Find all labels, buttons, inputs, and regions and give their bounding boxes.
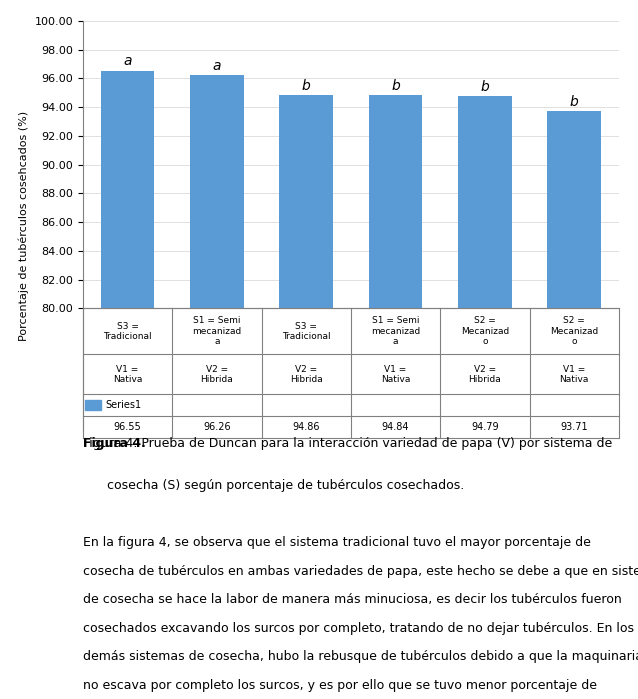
Text: b: b <box>302 79 311 93</box>
Text: cosecha de tubérculos en ambas variedades de papa, este hecho se debe a que en s: cosecha de tubérculos en ambas variedade… <box>83 565 638 577</box>
Text: S3 =
Tradicional: S3 = Tradicional <box>282 322 330 341</box>
Y-axis label: Porcentaje de tubérculos cosehcados (%): Porcentaje de tubérculos cosehcados (%) <box>19 110 29 340</box>
Text: En la figura 4, se observa que el sistema tradicional tuvo el mayor porcentaje d: En la figura 4, se observa que el sistem… <box>83 536 591 549</box>
Text: 93.71: 93.71 <box>560 421 588 432</box>
Text: Figura 4.: Figura 4. <box>83 437 146 450</box>
Text: V2 =
Hibrida: V2 = Hibrida <box>468 365 501 384</box>
Text: S1 = Semi
mecanizad
a: S1 = Semi mecanizad a <box>371 317 420 346</box>
Text: S2 =
Mecanizad
o: S2 = Mecanizad o <box>550 317 598 346</box>
Bar <box>369 95 422 308</box>
Text: 94.86: 94.86 <box>292 421 320 432</box>
Text: V1 =
Nativa: V1 = Nativa <box>113 365 142 384</box>
Text: Series1: Series1 <box>105 401 142 410</box>
Bar <box>101 71 154 308</box>
Text: V2 =
Hibrida: V2 = Hibrida <box>290 365 323 384</box>
Bar <box>85 400 101 410</box>
Text: V1 =
Nativa: V1 = Nativa <box>381 365 410 384</box>
Text: V2 =
Hibrida: V2 = Hibrida <box>200 365 234 384</box>
Text: demás sistemas de cosecha, hubo la rebusque de tubérculos debido a que la maquin: demás sistemas de cosecha, hubo la rebus… <box>83 650 638 663</box>
Text: b: b <box>391 79 400 93</box>
Text: S2 =
Mecanizad
o: S2 = Mecanizad o <box>461 317 509 346</box>
Text: S1 = Semi
mecanizad
a: S1 = Semi mecanizad a <box>192 317 242 346</box>
Text: a: a <box>212 59 221 73</box>
Text: b: b <box>480 80 489 94</box>
Text: Figura 4. Prueba de Duncan para la interacción variedad de papa (V) por sistema : Figura 4. Prueba de Duncan para la inter… <box>83 437 612 450</box>
Bar <box>547 111 601 308</box>
Text: a: a <box>123 55 132 69</box>
Text: 96.26: 96.26 <box>203 421 231 432</box>
Text: S3 =
Tradicional: S3 = Tradicional <box>103 322 152 341</box>
Bar <box>279 95 333 308</box>
Text: no escava por completo los surcos, y es por ello que se tuvo menor porcentaje de: no escava por completo los surcos, y es … <box>83 679 597 692</box>
Bar <box>458 96 512 308</box>
Bar <box>190 75 244 308</box>
Text: 96.55: 96.55 <box>114 421 142 432</box>
Text: cosechados excavando los surcos por completo, tratando de no dejar tubérculos. E: cosechados excavando los surcos por comp… <box>83 621 634 635</box>
Text: 94.79: 94.79 <box>471 421 499 432</box>
Text: de cosecha se hace la labor de manera más minuciosa, es decir los tubérculos fue: de cosecha se hace la labor de manera má… <box>83 593 621 606</box>
Text: 94.84: 94.84 <box>382 421 410 432</box>
Text: cosecha (S) según porcentaje de tubérculos cosechados.: cosecha (S) según porcentaje de tubércul… <box>83 479 464 492</box>
Text: b: b <box>570 95 579 109</box>
Text: V1 =
Nativa: V1 = Nativa <box>560 365 589 384</box>
